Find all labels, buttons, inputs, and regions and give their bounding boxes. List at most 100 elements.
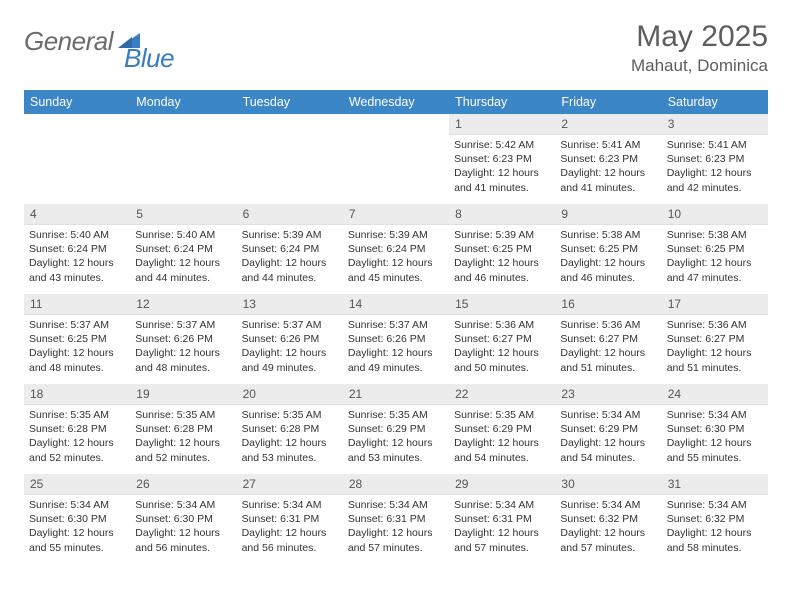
day-number: 11 [24, 294, 130, 315]
day-details: Sunrise: 5:35 AMSunset: 6:28 PMDaylight:… [237, 405, 343, 469]
daylight-text-1: Daylight: 12 hours [667, 346, 763, 360]
day-number: 14 [343, 294, 449, 315]
daylight-text-2: and 43 minutes. [29, 271, 125, 285]
sunset-text: Sunset: 6:30 PM [135, 512, 231, 526]
daylight-text-2: and 55 minutes. [667, 451, 763, 465]
calendar-table: Sunday Monday Tuesday Wednesday Thursday… [24, 90, 768, 564]
day-number: 15 [449, 294, 555, 315]
calendar-day-cell: 27Sunrise: 5:34 AMSunset: 6:31 PMDayligh… [237, 474, 343, 564]
day-details: Sunrise: 5:40 AMSunset: 6:24 PMDaylight:… [130, 225, 236, 289]
sunrise-text: Sunrise: 5:35 AM [29, 408, 125, 422]
day-details: Sunrise: 5:34 AMSunset: 6:30 PMDaylight:… [130, 495, 236, 559]
daylight-text-1: Daylight: 12 hours [242, 346, 338, 360]
daylight-text-2: and 57 minutes. [348, 541, 444, 555]
calendar-day-cell: 5Sunrise: 5:40 AMSunset: 6:24 PMDaylight… [130, 204, 236, 294]
weekday-header: Saturday [662, 90, 768, 114]
sunset-text: Sunset: 6:23 PM [560, 152, 656, 166]
daylight-text-2: and 42 minutes. [667, 181, 763, 195]
daylight-text-2: and 52 minutes. [29, 451, 125, 465]
daylight-text-2: and 44 minutes. [242, 271, 338, 285]
daylight-text-2: and 57 minutes. [454, 541, 550, 555]
daylight-text-1: Daylight: 12 hours [348, 436, 444, 450]
daylight-text-1: Daylight: 12 hours [242, 436, 338, 450]
daylight-text-2: and 45 minutes. [348, 271, 444, 285]
calendar-day-cell: 17Sunrise: 5:36 AMSunset: 6:27 PMDayligh… [662, 294, 768, 384]
page-title: May 2025 [631, 20, 768, 54]
sunset-text: Sunset: 6:28 PM [242, 422, 338, 436]
daylight-text-2: and 56 minutes. [242, 541, 338, 555]
calendar-day-cell: 30Sunrise: 5:34 AMSunset: 6:32 PMDayligh… [555, 474, 661, 564]
sunrise-text: Sunrise: 5:36 AM [667, 318, 763, 332]
calendar-week-row: 1Sunrise: 5:42 AMSunset: 6:23 PMDaylight… [24, 114, 768, 204]
daylight-text-1: Daylight: 12 hours [667, 256, 763, 270]
sunset-text: Sunset: 6:31 PM [348, 512, 444, 526]
sunset-text: Sunset: 6:29 PM [348, 422, 444, 436]
day-number: 4 [24, 204, 130, 225]
calendar-day-cell: 14Sunrise: 5:37 AMSunset: 6:26 PMDayligh… [343, 294, 449, 384]
daylight-text-1: Daylight: 12 hours [29, 526, 125, 540]
day-details: Sunrise: 5:34 AMSunset: 6:29 PMDaylight:… [555, 405, 661, 469]
weekday-header: Sunday [24, 90, 130, 114]
daylight-text-2: and 48 minutes. [135, 361, 231, 375]
calendar-day-cell: 4Sunrise: 5:40 AMSunset: 6:24 PMDaylight… [24, 204, 130, 294]
daylight-text-2: and 49 minutes. [242, 361, 338, 375]
daylight-text-2: and 47 minutes. [667, 271, 763, 285]
sunrise-text: Sunrise: 5:34 AM [348, 498, 444, 512]
daylight-text-2: and 41 minutes. [454, 181, 550, 195]
daylight-text-1: Daylight: 12 hours [348, 346, 444, 360]
daylight-text-2: and 53 minutes. [348, 451, 444, 465]
title-block: May 2025 Mahaut, Dominica [631, 20, 768, 76]
daylight-text-2: and 57 minutes. [560, 541, 656, 555]
sunset-text: Sunset: 6:27 PM [560, 332, 656, 346]
calendar-day-cell: 25Sunrise: 5:34 AMSunset: 6:30 PMDayligh… [24, 474, 130, 564]
day-details: Sunrise: 5:34 AMSunset: 6:31 PMDaylight:… [237, 495, 343, 559]
weekday-header: Tuesday [237, 90, 343, 114]
weekday-header: Thursday [449, 90, 555, 114]
sunset-text: Sunset: 6:30 PM [29, 512, 125, 526]
sunrise-text: Sunrise: 5:34 AM [560, 498, 656, 512]
sunset-text: Sunset: 6:24 PM [242, 242, 338, 256]
day-number: 1 [449, 114, 555, 135]
sunrise-text: Sunrise: 5:38 AM [667, 228, 763, 242]
calendar-day-cell: 19Sunrise: 5:35 AMSunset: 6:28 PMDayligh… [130, 384, 236, 474]
calendar-day-cell: 3Sunrise: 5:41 AMSunset: 6:23 PMDaylight… [662, 114, 768, 204]
day-details: Sunrise: 5:41 AMSunset: 6:23 PMDaylight:… [662, 135, 768, 199]
sunset-text: Sunset: 6:26 PM [242, 332, 338, 346]
daylight-text-1: Daylight: 12 hours [29, 346, 125, 360]
sunrise-text: Sunrise: 5:34 AM [29, 498, 125, 512]
daylight-text-1: Daylight: 12 hours [135, 346, 231, 360]
sunrise-text: Sunrise: 5:34 AM [242, 498, 338, 512]
calendar-week-row: 18Sunrise: 5:35 AMSunset: 6:28 PMDayligh… [24, 384, 768, 474]
calendar-day-cell: 7Sunrise: 5:39 AMSunset: 6:24 PMDaylight… [343, 204, 449, 294]
day-details: Sunrise: 5:38 AMSunset: 6:25 PMDaylight:… [555, 225, 661, 289]
daylight-text-1: Daylight: 12 hours [242, 526, 338, 540]
daylight-text-1: Daylight: 12 hours [454, 526, 550, 540]
location-subtitle: Mahaut, Dominica [631, 56, 768, 76]
sunrise-text: Sunrise: 5:40 AM [135, 228, 231, 242]
daylight-text-1: Daylight: 12 hours [135, 256, 231, 270]
day-details: Sunrise: 5:35 AMSunset: 6:28 PMDaylight:… [130, 405, 236, 469]
day-number: 5 [130, 204, 236, 225]
day-details: Sunrise: 5:39 AMSunset: 6:24 PMDaylight:… [343, 225, 449, 289]
daylight-text-2: and 54 minutes. [454, 451, 550, 465]
day-number: 6 [237, 204, 343, 225]
sunrise-text: Sunrise: 5:34 AM [135, 498, 231, 512]
sunrise-text: Sunrise: 5:35 AM [242, 408, 338, 422]
day-details: Sunrise: 5:36 AMSunset: 6:27 PMDaylight:… [449, 315, 555, 379]
daylight-text-2: and 52 minutes. [135, 451, 231, 465]
day-details: Sunrise: 5:36 AMSunset: 6:27 PMDaylight:… [662, 315, 768, 379]
sunrise-text: Sunrise: 5:41 AM [560, 138, 656, 152]
header: General Blue May 2025 Mahaut, Dominica [24, 20, 768, 76]
day-details: Sunrise: 5:40 AMSunset: 6:24 PMDaylight:… [24, 225, 130, 289]
daylight-text-2: and 46 minutes. [454, 271, 550, 285]
day-details: Sunrise: 5:34 AMSunset: 6:30 PMDaylight:… [662, 405, 768, 469]
sunset-text: Sunset: 6:28 PM [29, 422, 125, 436]
daylight-text-1: Daylight: 12 hours [135, 526, 231, 540]
sunrise-text: Sunrise: 5:41 AM [667, 138, 763, 152]
calendar-day-cell: 12Sunrise: 5:37 AMSunset: 6:26 PMDayligh… [130, 294, 236, 384]
day-number: 17 [662, 294, 768, 315]
day-details: Sunrise: 5:39 AMSunset: 6:25 PMDaylight:… [449, 225, 555, 289]
daylight-text-2: and 50 minutes. [454, 361, 550, 375]
sunrise-text: Sunrise: 5:34 AM [454, 498, 550, 512]
sunrise-text: Sunrise: 5:37 AM [242, 318, 338, 332]
